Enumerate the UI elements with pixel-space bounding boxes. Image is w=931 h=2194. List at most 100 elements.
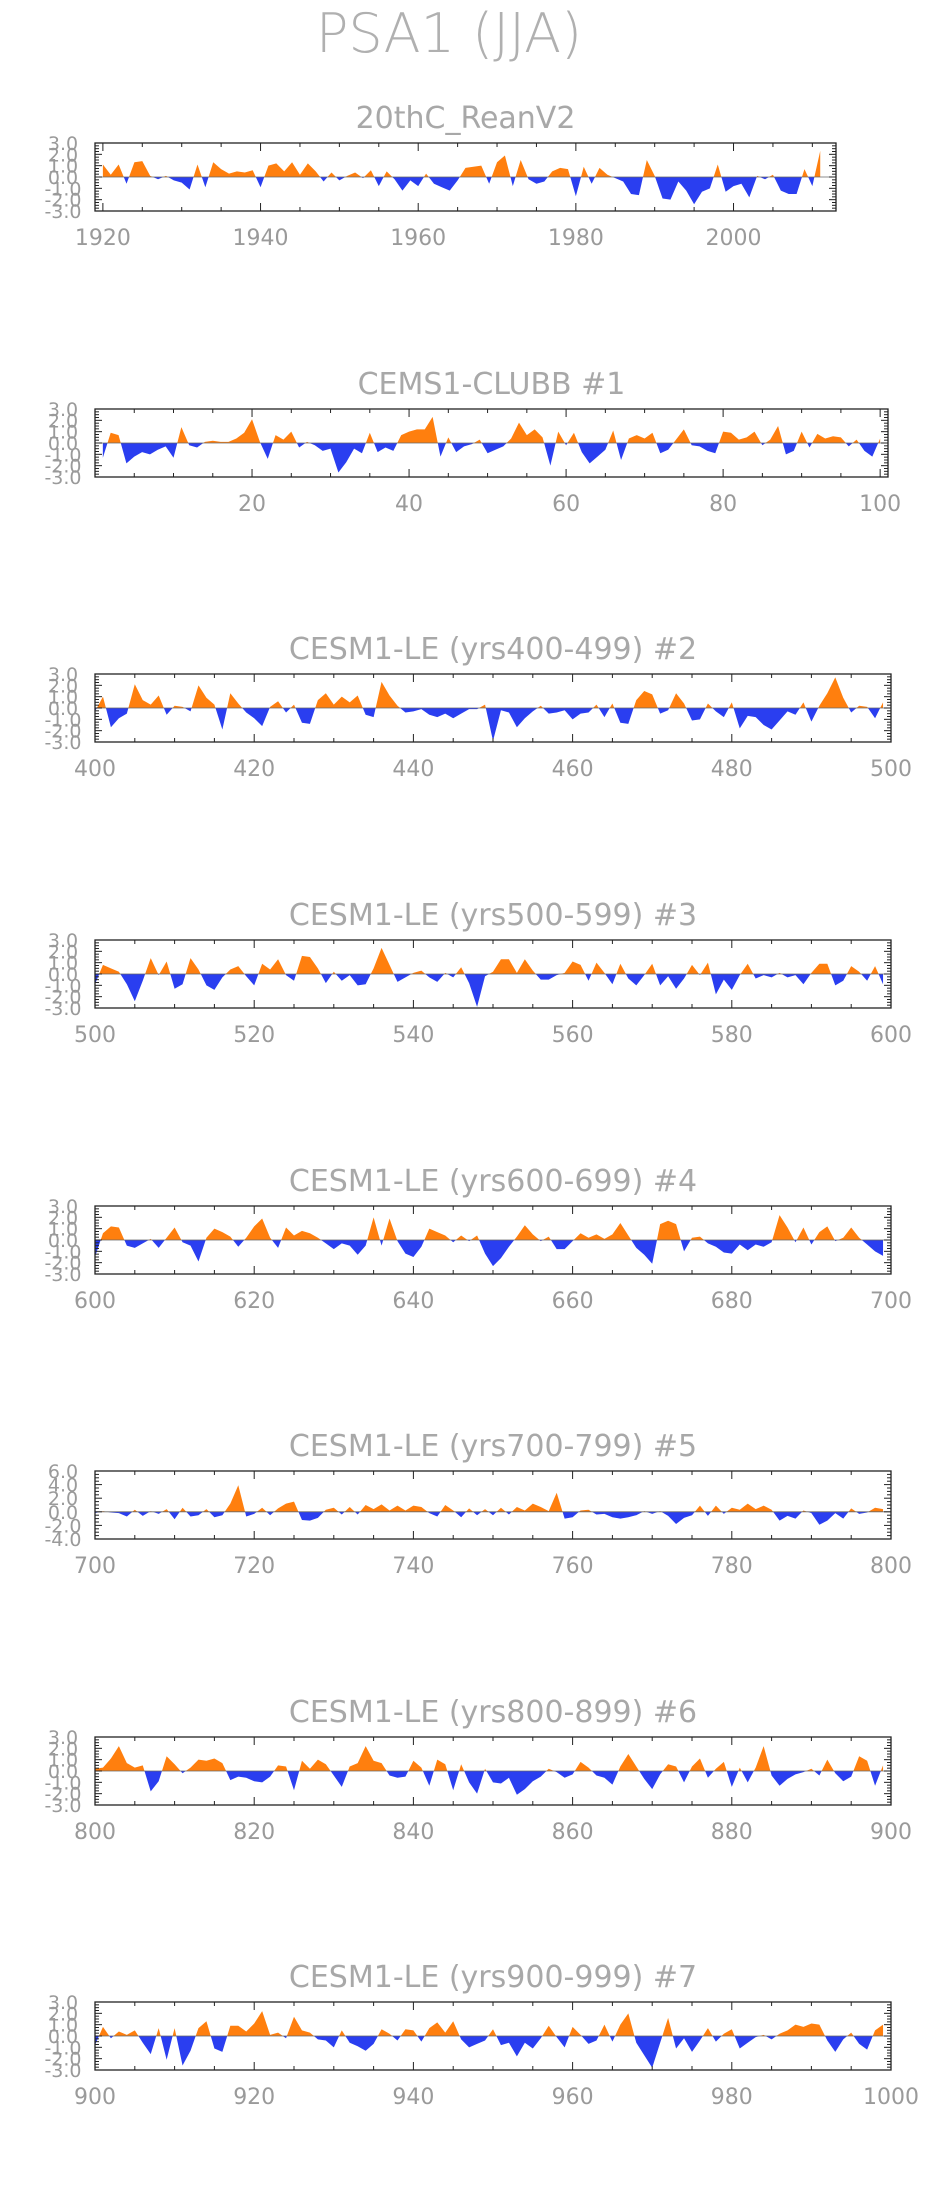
negative-anomaly-area — [95, 974, 884, 1007]
y-tick-label: 0.0 — [48, 1761, 78, 1783]
y-tick-label: -2.0 — [44, 1253, 81, 1275]
y-tick-label: 2.0 — [48, 1488, 78, 1510]
x-tick-label: 560 — [552, 1023, 594, 1048]
y-tick-label: 1.0 — [48, 1750, 78, 1772]
x-tick-label: 1940 — [233, 226, 289, 251]
panel-4: CESM1-LE (yrs500-599) #3 3.02.01.00.0-1.0… — [44, 898, 912, 1048]
x-tick-label: 820 — [233, 1820, 275, 1845]
x-tick-label: 860 — [552, 1820, 594, 1845]
y-tick-label: -1.0 — [44, 1241, 81, 1263]
y-tick-label: 2.0 — [48, 675, 78, 697]
panel-3: CESM1-LE (yrs400-499) #2 3.02.01.00.0-1.0… — [44, 632, 912, 782]
x-tick-label: 460 — [552, 757, 594, 782]
y-tick-label: 0.0 — [48, 1230, 78, 1252]
x-tick-label: 800 — [74, 1820, 116, 1845]
y-tick-label: 3.0 — [48, 1196, 78, 1218]
x-tick-label: 940 — [392, 2085, 434, 2110]
x-tick-label: 1960 — [390, 226, 446, 251]
x-tick-label: 500 — [870, 757, 912, 782]
x-tick-label: 2000 — [706, 226, 762, 251]
y-tick-label: -4.0 — [44, 1529, 81, 1551]
negative-anomaly-area — [95, 1771, 884, 1795]
x-tick-label: 900 — [870, 1820, 912, 1845]
negative-anomaly-area — [95, 1511, 869, 1525]
y-tick-label: 1.0 — [48, 687, 78, 709]
y-tick-label: 2.0 — [48, 1738, 78, 1760]
y-tick-label: -2.0 — [44, 456, 81, 478]
x-tick-label: 540 — [392, 1023, 434, 1048]
x-tick-label: 660 — [552, 1289, 594, 1314]
y-tick-label: 0.0 — [48, 1502, 78, 1524]
x-tick-label: 960 — [552, 2085, 594, 2110]
panel-title: CEMS1-CLUBB #1 — [358, 367, 626, 402]
y-tick-label: -2.0 — [44, 2049, 81, 2071]
x-tick-label: 500 — [74, 1023, 116, 1048]
y-tick-label: -1.0 — [44, 1772, 81, 1794]
panel-2: CEMS1-CLUBB #1 3.02.01.00.0-1.0-2.0-3.0 20… — [44, 367, 901, 517]
y-tick-label: 0.0 — [48, 433, 78, 455]
x-tick-label: 680 — [711, 1289, 753, 1314]
y-tick-label: 0.0 — [48, 698, 78, 720]
x-tick-label: 1920 — [75, 226, 131, 251]
x-tick-label: 440 — [392, 757, 434, 782]
y-tick-label: -3.0 — [44, 2060, 81, 2082]
negative-anomaly-area — [102, 443, 881, 473]
y-tick-label: 2.0 — [48, 1207, 78, 1229]
y-tick-label: -1.0 — [44, 709, 81, 731]
x-tick-label: 720 — [233, 1554, 275, 1579]
y-tick-label: -3.0 — [44, 1795, 81, 1817]
panels: 20thC_ReanV23.02.01.00.0-1.0-2.0-3.01920… — [44, 101, 919, 2110]
x-tick-label: 480 — [711, 757, 753, 782]
y-tick-label: -2.0 — [44, 1784, 81, 1806]
panel-title: CESM1-LE (yrs500-599) #3 — [289, 898, 697, 933]
y-tick-label: -2.0 — [44, 987, 81, 1009]
panel-8: CESM1-LE (yrs900-999) #7 3.02.01.00.0-1.0… — [44, 1960, 919, 2110]
y-tick-label: 2.0 — [48, 2003, 78, 2025]
y-tick-label: -1.0 — [44, 2037, 81, 2059]
y-tick-label: -3.0 — [44, 732, 81, 754]
x-tick-label: 40 — [395, 492, 423, 517]
x-tick-label: 900 — [74, 2085, 116, 2110]
panel-title: CESM1-LE (yrs800-899) #6 — [289, 1695, 697, 1730]
panel-5: CESM1-LE (yrs600-699) #4 3.02.01.00.0-1.0… — [44, 1164, 912, 1314]
y-tick-label: 3.0 — [48, 399, 78, 421]
plot-frame — [94, 1470, 892, 1540]
y-tick-label: 1.0 — [48, 953, 78, 975]
x-tick-label: 620 — [233, 1289, 275, 1314]
negative-anomaly-area — [95, 2036, 884, 2068]
panel-title: CESM1-LE (yrs900-999) #7 — [289, 1960, 697, 1995]
x-tick-label: 520 — [233, 1023, 275, 1048]
y-tick-label: -1.0 — [44, 178, 81, 200]
y-tick-label: 1.0 — [48, 422, 78, 444]
x-tick-label: 840 — [392, 1820, 434, 1845]
x-tick-label: 740 — [392, 1554, 434, 1579]
x-tick-label: 920 — [233, 2085, 275, 2110]
x-tick-label: 420 — [233, 757, 275, 782]
x-tick-label: 640 — [392, 1289, 434, 1314]
x-tick-label: 700 — [870, 1289, 912, 1314]
x-tick-label: 600 — [870, 1023, 912, 1048]
x-tick-label: 400 — [74, 757, 116, 782]
x-tick-label: 780 — [711, 1554, 753, 1579]
positive-anomaly-area — [102, 150, 821, 177]
positive-anomaly-area — [100, 1485, 884, 1512]
panel-title: CESM1-LE (yrs700-799) #5 — [289, 1429, 697, 1464]
y-tick-label: -2.0 — [44, 1515, 81, 1537]
x-tick-label: 20 — [238, 492, 266, 517]
x-tick-label: 880 — [711, 1820, 753, 1845]
y-tick-label: 2.0 — [48, 144, 78, 166]
y-tick-label: -3.0 — [44, 1264, 81, 1286]
x-tick-label: 600 — [74, 1289, 116, 1314]
figure-title: PSA1 (JJA) — [316, 2, 582, 65]
y-tick-label: 4.0 — [48, 1475, 78, 1497]
negative-anomaly-area — [102, 177, 821, 205]
x-tick-label: 1000 — [863, 2085, 919, 2110]
y-tick-label: 3.0 — [48, 664, 78, 686]
y-tick-label: 2.0 — [48, 410, 78, 432]
y-tick-label: 1.0 — [48, 1219, 78, 1241]
y-tick-label: 1.0 — [48, 2015, 78, 2037]
x-tick-label: 60 — [552, 492, 580, 517]
positive-anomaly-area — [95, 1746, 884, 1771]
y-tick-label: 3.0 — [48, 1727, 78, 1749]
